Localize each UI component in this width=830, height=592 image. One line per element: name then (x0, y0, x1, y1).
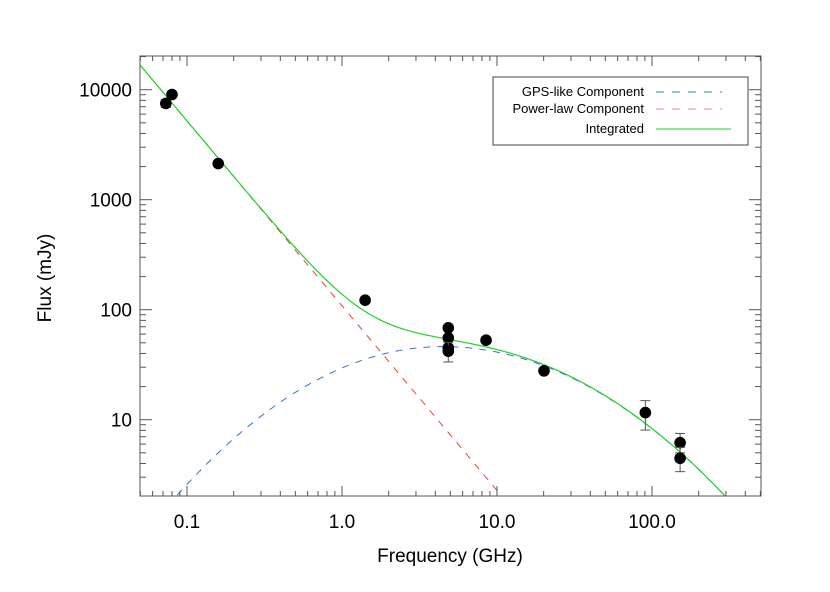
data-point (166, 88, 178, 101)
legend: GPS-like Component Power-law Component I… (492, 76, 749, 146)
data-point (480, 334, 492, 347)
legend-label: Integrated (585, 121, 644, 136)
axis-ticks (139, 56, 761, 496)
data-point (359, 294, 371, 307)
data-point (639, 400, 652, 431)
point-marker (160, 97, 172, 110)
point-marker (442, 322, 455, 334)
point-marker (442, 332, 455, 344)
y-axis-title: Flux (mJy) (35, 234, 56, 323)
x-tick-label: 100.0 (628, 512, 676, 533)
y-tick-label: 1000 (90, 191, 132, 212)
data-point (442, 332, 455, 344)
point-marker (166, 88, 178, 101)
point-marker (538, 365, 550, 377)
point-marker (639, 406, 652, 419)
data-point (674, 446, 686, 473)
y-tick-label: 100 (100, 301, 132, 322)
point-marker (442, 345, 455, 357)
legend-item-integrated: Integrated (585, 121, 731, 136)
legend-item-gps: GPS-like Component (522, 84, 722, 99)
point-marker (480, 334, 492, 347)
x-axis-title: Frequency (GHz) (377, 546, 523, 567)
y-tick-label: 10000 (79, 81, 132, 102)
y-tick-label: 10 (111, 411, 132, 432)
x-tick-label: 1.0 (329, 512, 355, 533)
legend-label: Power-law Component (512, 101, 644, 116)
legend-label: GPS-like Component (522, 84, 644, 99)
data-point (212, 157, 225, 170)
point-marker (674, 452, 686, 465)
x-tick-label: 0.1 (174, 512, 200, 533)
x-tick-label: 10.0 (479, 512, 516, 533)
point-marker (359, 294, 371, 307)
data-point (538, 365, 550, 377)
data-point (442, 322, 455, 334)
point-marker (674, 436, 686, 449)
data-points (160, 88, 686, 473)
gps-component-curve (175, 346, 726, 496)
legend-item-power-law: Power-law Component (512, 101, 722, 116)
legend-box (492, 76, 749, 146)
axis-tick-labels: 0.1 1.0 10.0 100.0 10 100 1000 10000 (79, 81, 676, 533)
power-law-component-curve (140, 64, 503, 496)
point-marker (212, 157, 225, 170)
data-point (160, 97, 172, 110)
data-point (442, 341, 455, 363)
